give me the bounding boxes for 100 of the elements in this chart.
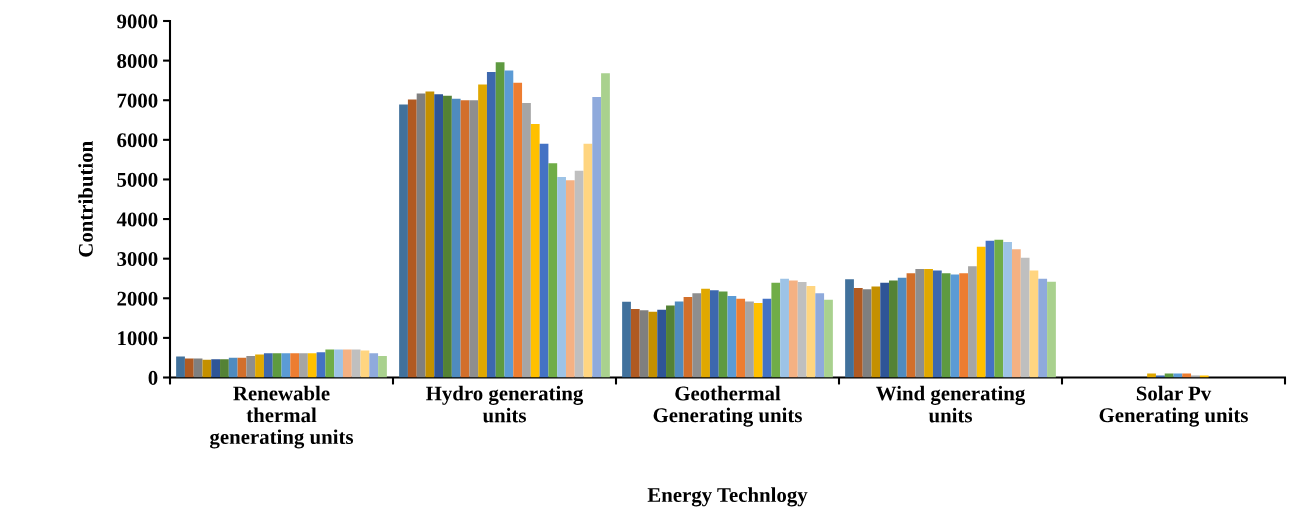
bar [753,303,763,378]
bar [281,353,291,378]
bar [220,359,229,378]
bar [416,93,426,378]
y-tick-label: 0 [148,370,158,385]
bar [1020,257,1030,378]
bar [889,280,898,378]
bar [486,72,496,378]
bar [683,297,693,378]
bar [657,309,667,378]
x-tick-label: Geothermal Generating units [653,385,802,427]
bar [1047,281,1056,378]
y-tick-label: 4000 [116,212,158,227]
bar [806,286,816,378]
x-tick-label: Wind generating units [876,385,1026,423]
bar [797,282,807,378]
bar [780,278,789,378]
bar [290,353,300,378]
bar [565,180,575,378]
bar [727,295,737,378]
bar [495,62,505,378]
bar [1029,270,1039,378]
y-tick-label: 8000 [117,53,158,69]
bar [1011,249,1021,378]
bar [316,352,326,378]
bar [434,94,444,378]
bar [601,73,610,378]
bar [193,358,203,378]
bar [272,353,282,378]
x-tick-label: Solar Pv Generating units [1099,385,1248,427]
bar [399,104,408,378]
bar [522,102,531,378]
bar [674,301,684,378]
y-tick-label: 6000 [117,133,158,148]
bar [530,123,540,378]
bar [451,98,461,378]
bar [574,170,584,378]
bar [718,291,728,378]
bar [932,270,942,378]
bar [504,70,514,378]
bar [701,288,710,378]
y-tick-label: 9000 [117,14,158,29]
bar [325,349,335,378]
bar [1038,278,1048,378]
x-tick-label: Renewable thermal generating units [210,385,354,449]
bar [460,100,470,378]
bar [443,95,452,378]
bar [853,287,863,378]
bar [548,163,558,378]
bar [762,298,772,378]
bar [845,279,854,378]
bar [959,273,969,378]
bar [583,143,593,378]
bar [299,353,308,378]
bar [639,310,649,378]
bar [592,97,602,378]
bar [788,280,798,378]
bar [539,143,549,378]
bar [824,299,833,378]
bar [666,305,675,378]
bar [915,268,925,378]
y-tick-label: 5000 [117,172,158,187]
bar [924,268,933,378]
bar [351,349,361,378]
bar [202,359,212,378]
bar [622,301,631,378]
bar [771,282,781,378]
bar [211,359,221,378]
bar [736,298,746,378]
x-axis-title: Energy Technlogy [647,487,808,507]
bar [557,177,566,378]
bar [815,293,825,378]
y-axis-title: Contribution [78,141,93,257]
bar [176,356,185,378]
bar [709,290,719,378]
bar [968,266,977,378]
bar [425,91,435,378]
bar [378,356,387,378]
bar [950,274,960,378]
bar [985,240,995,378]
y-tick-label: 3000 [117,252,158,267]
bar [630,308,640,378]
y-tick-label: 1000 [118,331,158,346]
y-tick-label: 2000 [117,291,158,306]
bar [976,246,986,378]
bar [407,99,417,378]
bar [369,353,379,378]
bar [994,239,1004,378]
bar [263,353,273,378]
y-tick-label: 7000 [117,93,158,108]
bar [478,84,487,378]
bar [469,100,479,378]
bar [880,282,890,378]
x-tick-label: Hydro generating units [426,385,584,423]
bar [513,82,523,378]
bar [184,358,194,378]
bar [897,277,907,378]
bar [745,301,754,378]
bar [307,353,317,378]
bar [342,349,352,378]
